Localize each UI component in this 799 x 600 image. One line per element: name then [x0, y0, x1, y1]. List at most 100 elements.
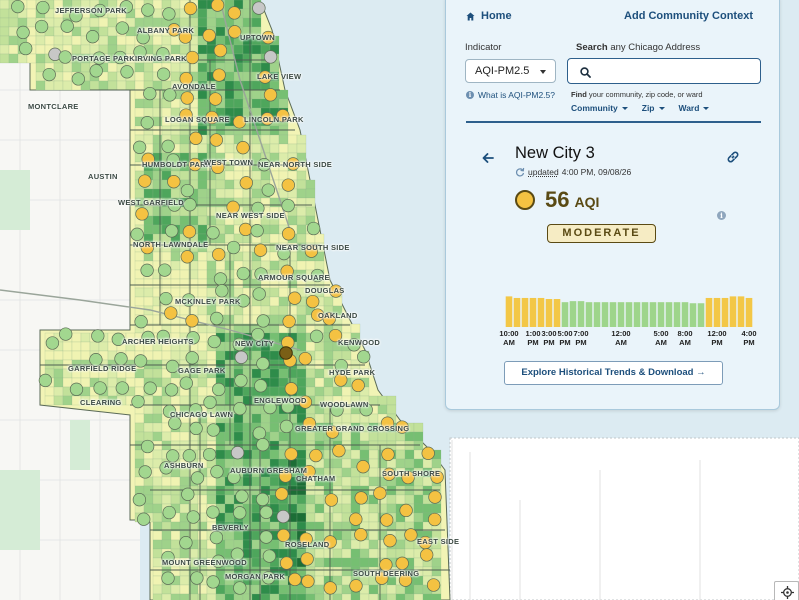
- sensor-marker[interactable]: [251, 327, 265, 342]
- zip-dropdown[interactable]: Zip: [642, 103, 665, 113]
- sensor-marker[interactable]: [330, 403, 344, 417]
- sensor-marker[interactable]: [301, 574, 315, 588]
- sensor-marker[interactable]: [428, 512, 442, 527]
- sensor-marker[interactable]: [163, 88, 177, 102]
- sensor-marker[interactable]: [227, 6, 242, 20]
- sensor-marker[interactable]: [357, 350, 371, 364]
- trend-bar[interactable]: [617, 302, 625, 327]
- sensor-marker[interactable]: [261, 183, 275, 197]
- sensor-marker[interactable]: [351, 378, 365, 393]
- sensor-marker[interactable]: [309, 329, 324, 343]
- sensor-marker[interactable]: [311, 308, 325, 322]
- trend-bar[interactable]: [705, 297, 713, 327]
- sensor-marker[interactable]: [168, 416, 182, 430]
- sensor-marker[interactable]: [334, 373, 348, 387]
- sensor-marker[interactable]: [206, 575, 220, 589]
- sensor-marker[interactable]: [164, 383, 179, 397]
- sensor-marker[interactable]: [252, 1, 266, 15]
- sensor-marker[interactable]: [380, 416, 395, 430]
- sensor-marker[interactable]: [380, 513, 394, 527]
- sensor-marker[interactable]: [228, 25, 242, 39]
- sensor-marker[interactable]: [356, 460, 370, 474]
- sensor-marker[interactable]: [215, 284, 229, 298]
- sensor-marker[interactable]: [256, 314, 270, 328]
- sensor-marker[interactable]: [156, 47, 170, 61]
- sensor-marker[interactable]: [263, 400, 277, 415]
- sensor-marker[interactable]: [162, 404, 177, 418]
- sensor-marker[interactable]: [395, 420, 409, 434]
- sensor-marker[interactable]: [309, 448, 323, 463]
- sensor-marker[interactable]: [164, 306, 178, 320]
- sensor-marker[interactable]: [281, 227, 296, 241]
- sensor-marker[interactable]: [189, 403, 203, 417]
- sensor-marker[interactable]: [418, 535, 432, 550]
- trend-bar[interactable]: [513, 297, 521, 327]
- trend-bar[interactable]: [657, 302, 665, 327]
- sensor-marker[interactable]: [138, 174, 152, 188]
- sensor-marker[interactable]: [141, 330, 155, 345]
- trend-bar[interactable]: [625, 302, 633, 327]
- sensor-marker[interactable]: [16, 25, 30, 40]
- sensor-marker[interactable]: [93, 3, 107, 18]
- sensor-marker[interactable]: [161, 550, 175, 565]
- sensor-marker[interactable]: [19, 41, 33, 56]
- sensor-marker[interactable]: [253, 243, 268, 257]
- sensor-marker[interactable]: [206, 226, 220, 240]
- trend-bar[interactable]: [569, 301, 577, 327]
- sensor-marker[interactable]: [167, 23, 181, 37]
- sensor-marker[interactable]: [89, 353, 103, 367]
- sensor-marker[interactable]: [156, 329, 170, 344]
- sensor-marker[interactable]: [135, 207, 149, 221]
- sensor-marker[interactable]: [262, 549, 277, 563]
- sensor-marker[interactable]: [134, 315, 148, 329]
- sensor-marker[interactable]: [284, 447, 298, 461]
- sensor-marker[interactable]: [226, 200, 240, 214]
- sensor-marker[interactable]: [140, 240, 154, 255]
- sensor-marker[interactable]: [140, 116, 154, 130]
- sensor-marker[interactable]: [178, 30, 193, 44]
- sensor-marker[interactable]: [284, 382, 298, 396]
- sensor-marker[interactable]: [179, 108, 193, 122]
- sensor-marker[interactable]: [288, 291, 302, 305]
- aqi-info-icon[interactable]: i: [717, 211, 726, 220]
- trend-bar[interactable]: [609, 302, 617, 327]
- trend-bar[interactable]: [689, 303, 697, 327]
- trend-bar[interactable]: [561, 302, 569, 327]
- sensor-marker[interactable]: [334, 358, 348, 373]
- sensor-marker[interactable]: [310, 268, 325, 283]
- sensor-marker[interactable]: [263, 88, 278, 102]
- trend-bar[interactable]: [521, 297, 529, 327]
- sensor-marker[interactable]: [202, 447, 217, 462]
- sensor-marker[interactable]: [42, 67, 56, 82]
- sensor-marker[interactable]: [298, 395, 313, 409]
- sensor-marker[interactable]: [189, 421, 203, 436]
- trend-bar[interactable]: [673, 302, 681, 327]
- sensor-marker[interactable]: [236, 266, 250, 281]
- sensor-marker[interactable]: [234, 350, 248, 364]
- sensor-marker[interactable]: [131, 394, 145, 409]
- trend-bar[interactable]: [633, 302, 641, 327]
- sensor-marker[interactable]: [130, 227, 144, 241]
- sensor-marker[interactable]: [254, 379, 268, 393]
- sensor-marker[interactable]: [256, 357, 270, 371]
- sensor-marker[interactable]: [323, 535, 337, 549]
- sensor-marker[interactable]: [233, 506, 247, 520]
- trend-bar[interactable]: [593, 302, 601, 327]
- sensor-marker[interactable]: [300, 552, 314, 566]
- sensor-marker[interactable]: [180, 250, 194, 264]
- sensor-marker[interactable]: [211, 160, 225, 174]
- sensor-marker[interactable]: [257, 158, 271, 172]
- back-arrow-icon[interactable]: [482, 150, 494, 168]
- sensor-marker[interactable]: [261, 30, 275, 45]
- indicator-select[interactable]: AQI-PM2.5: [465, 59, 556, 83]
- sensor-marker[interactable]: [226, 240, 241, 255]
- trend-bar[interactable]: [697, 303, 705, 327]
- sensor-marker[interactable]: [60, 19, 74, 33]
- trend-bar[interactable]: [529, 297, 537, 327]
- sensor-marker[interactable]: [202, 28, 216, 43]
- sensor-marker[interactable]: [209, 530, 224, 545]
- sensor-marker[interactable]: [235, 489, 249, 503]
- sensor-marker[interactable]: [166, 153, 180, 167]
- sensor-marker[interactable]: [159, 291, 173, 306]
- sensor-marker[interactable]: [211, 554, 226, 568]
